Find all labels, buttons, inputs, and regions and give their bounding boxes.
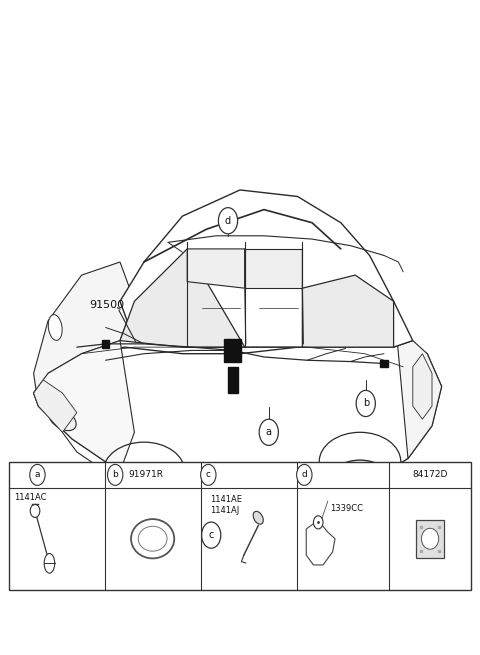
Text: c: c: [206, 470, 211, 479]
Circle shape: [297, 464, 312, 485]
Text: b: b: [362, 398, 369, 409]
Text: d: d: [301, 470, 307, 479]
Ellipse shape: [48, 408, 76, 430]
Text: 91500: 91500: [89, 299, 124, 310]
Circle shape: [202, 522, 221, 548]
Polygon shape: [306, 520, 335, 565]
Ellipse shape: [138, 527, 167, 552]
Text: 91971R: 91971R: [129, 470, 164, 479]
Ellipse shape: [253, 512, 264, 524]
Ellipse shape: [337, 466, 383, 497]
Ellipse shape: [113, 473, 175, 516]
Ellipse shape: [44, 553, 55, 573]
Text: 1141AJ: 1141AJ: [210, 506, 240, 515]
Ellipse shape: [329, 460, 391, 503]
Bar: [9, 462, 471, 590]
Ellipse shape: [134, 487, 154, 502]
Text: a: a: [266, 427, 272, 438]
Text: d: d: [225, 215, 231, 226]
Circle shape: [313, 516, 323, 529]
Circle shape: [356, 390, 375, 417]
Text: 1339CC: 1339CC: [330, 504, 363, 514]
Circle shape: [108, 464, 123, 485]
Polygon shape: [120, 190, 413, 347]
Polygon shape: [34, 262, 134, 406]
Ellipse shape: [131, 519, 174, 558]
Polygon shape: [34, 341, 442, 511]
Text: 84172D: 84172D: [412, 470, 448, 479]
Text: c: c: [208, 530, 214, 540]
Circle shape: [218, 208, 238, 234]
Polygon shape: [302, 275, 394, 347]
Bar: [224, 339, 241, 362]
Ellipse shape: [421, 529, 439, 549]
Text: a: a: [35, 470, 40, 479]
Polygon shape: [245, 249, 302, 288]
Bar: [228, 367, 238, 393]
FancyBboxPatch shape: [416, 520, 444, 558]
Polygon shape: [187, 249, 245, 288]
Ellipse shape: [350, 474, 370, 489]
Circle shape: [30, 504, 40, 517]
Polygon shape: [120, 249, 245, 347]
Text: 1141AE: 1141AE: [210, 495, 242, 504]
Polygon shape: [413, 354, 432, 419]
Bar: [380, 360, 388, 367]
Ellipse shape: [48, 314, 62, 341]
Circle shape: [201, 464, 216, 485]
Polygon shape: [34, 380, 77, 432]
Polygon shape: [394, 301, 442, 458]
Text: b: b: [112, 470, 118, 479]
Circle shape: [259, 419, 278, 445]
Circle shape: [30, 464, 45, 485]
Polygon shape: [34, 341, 134, 472]
Ellipse shape: [121, 479, 167, 510]
Bar: [102, 340, 109, 348]
Text: 1141AC: 1141AC: [14, 493, 47, 502]
